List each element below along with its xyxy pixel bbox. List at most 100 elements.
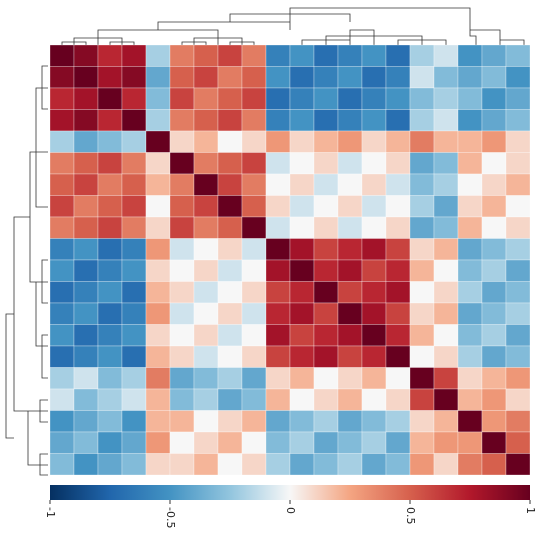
heatmap-cell: [145, 453, 171, 476]
heatmap-cell: [217, 453, 243, 476]
heatmap-cell: [409, 87, 435, 110]
heatmap-cell: [121, 130, 147, 153]
heatmap-cell: [337, 302, 363, 325]
heatmap-cell: [433, 281, 459, 304]
heatmap-cell: [289, 216, 315, 239]
heatmap-cell: [457, 216, 483, 239]
heatmap-cell: [217, 238, 243, 261]
heatmap-cell: [265, 44, 291, 67]
heatmap-cell: [385, 238, 411, 261]
heatmap-cell: [313, 302, 339, 325]
heatmap-cell: [409, 453, 435, 476]
heatmap-cell: [73, 66, 99, 89]
heatmap-cell: [361, 388, 387, 411]
heatmap-cell: [457, 195, 483, 218]
heatmap-cell: [49, 302, 75, 325]
heatmap-cell: [97, 173, 123, 196]
heatmap-cell: [481, 345, 507, 368]
heatmap-cell: [289, 238, 315, 261]
heatmap-cell: [145, 195, 171, 218]
heatmap-cell: [289, 388, 315, 411]
heatmap-cell: [97, 195, 123, 218]
heatmap-cell: [361, 87, 387, 110]
heatmap-cell: [337, 410, 363, 433]
heatmap-cell: [313, 152, 339, 175]
heatmap-cell: [313, 345, 339, 368]
heatmap-cell: [217, 324, 243, 347]
heatmap-cell: [241, 173, 267, 196]
heatmap-cell: [97, 130, 123, 153]
heatmap-cell: [289, 367, 315, 390]
heatmap-cell: [457, 410, 483, 433]
heatmap-cell: [169, 152, 195, 175]
heatmap-cell: [169, 87, 195, 110]
heatmap-cell: [505, 152, 531, 175]
heatmap-cell: [313, 324, 339, 347]
heatmap-cell: [217, 195, 243, 218]
heatmap-cell: [337, 238, 363, 261]
heatmap-cell: [145, 388, 171, 411]
heatmap-cell: [241, 281, 267, 304]
heatmap-cell: [481, 87, 507, 110]
heatmap-cell: [457, 345, 483, 368]
heatmap-cell: [385, 87, 411, 110]
heatmap-cell: [121, 216, 147, 239]
heatmap-cell: [241, 66, 267, 89]
heatmap-cell: [481, 367, 507, 390]
heatmap-cell: [193, 388, 219, 411]
heatmap-cell: [337, 87, 363, 110]
heatmap-cell: [97, 152, 123, 175]
heatmap-cell: [385, 453, 411, 476]
heatmap-cell: [217, 87, 243, 110]
heatmap-cell: [313, 87, 339, 110]
heatmap-cell: [241, 259, 267, 282]
heatmap-cell: [481, 281, 507, 304]
heatmap-cell: [409, 324, 435, 347]
heatmap-cell: [169, 281, 195, 304]
heatmap-cell: [217, 44, 243, 67]
heatmap-cell: [289, 431, 315, 454]
heatmap-cell: [121, 44, 147, 67]
heatmap-cell: [145, 152, 171, 175]
heatmap-cell: [145, 345, 171, 368]
heatmap-cell: [433, 367, 459, 390]
heatmap-cell: [361, 44, 387, 67]
heatmap-cell: [385, 173, 411, 196]
heatmap-cell: [385, 109, 411, 132]
heatmap-cell: [97, 281, 123, 304]
heatmap-cell: [481, 238, 507, 261]
heatmap-cell: [121, 109, 147, 132]
heatmap-cell: [49, 388, 75, 411]
heatmap-cell: [313, 410, 339, 433]
heatmap-cell: [97, 431, 123, 454]
heatmap-cell: [121, 152, 147, 175]
heatmap-cell: [313, 259, 339, 282]
heatmap-cell: [433, 130, 459, 153]
heatmap-cell: [145, 87, 171, 110]
heatmap-cell: [145, 302, 171, 325]
heatmap-cell: [265, 388, 291, 411]
heatmap: [49, 44, 531, 476]
heatmap-cell: [385, 130, 411, 153]
heatmap-cell: [289, 302, 315, 325]
heatmap-cell: [481, 216, 507, 239]
heatmap-cell: [361, 238, 387, 261]
heatmap-cell: [121, 66, 147, 89]
heatmap-cell: [265, 410, 291, 433]
heatmap-cell: [193, 109, 219, 132]
heatmap-cell: [337, 281, 363, 304]
heatmap-cell: [337, 109, 363, 132]
heatmap-cell: [361, 259, 387, 282]
heatmap-cell: [385, 367, 411, 390]
colorbar-tick-label: -0.5: [164, 507, 177, 528]
heatmap-cell: [241, 109, 267, 132]
heatmap-cell: [73, 216, 99, 239]
heatmap-cell: [73, 44, 99, 67]
heatmap-cell: [409, 195, 435, 218]
heatmap-cell: [433, 431, 459, 454]
heatmap-cell: [409, 410, 435, 433]
heatmap-cell: [313, 431, 339, 454]
heatmap-cell: [481, 324, 507, 347]
heatmap-cell: [73, 259, 99, 282]
heatmap-cell: [145, 216, 171, 239]
